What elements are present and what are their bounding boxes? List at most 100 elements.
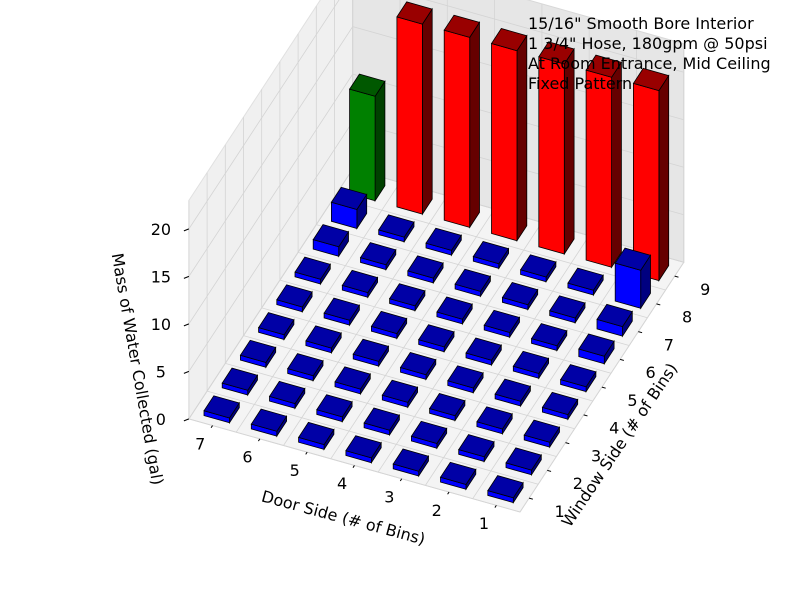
- bar: [447, 365, 484, 395]
- bar-top-face: [268, 380, 306, 405]
- bar-top-face: [443, 14, 481, 38]
- y-tick-label: 3: [591, 446, 601, 465]
- bar: [578, 333, 615, 366]
- bar: [341, 269, 379, 299]
- bar: [323, 297, 361, 327]
- bar: [530, 323, 568, 352]
- bar-front-face: [614, 262, 642, 309]
- x-tick: [210, 425, 213, 429]
- z-tick-label: 20: [151, 220, 171, 239]
- bar: [512, 350, 550, 380]
- bar-top-face: [334, 366, 371, 390]
- bar-top-face: [447, 365, 484, 389]
- bar-top-face: [472, 241, 510, 265]
- bar: [458, 434, 495, 463]
- bar: [345, 435, 382, 465]
- y-tick-label: 9: [700, 280, 710, 299]
- bar: [483, 309, 521, 339]
- bar: [538, 41, 575, 256]
- bar-top-face: [378, 214, 415, 238]
- bar: [352, 338, 390, 368]
- bar-side-face: [421, 7, 433, 216]
- y-tick-label: 4: [609, 419, 619, 438]
- bar: [250, 408, 288, 438]
- y-tick: [619, 358, 625, 361]
- bar: [221, 367, 259, 397]
- bar-top-face: [297, 421, 335, 446]
- bar-top-face: [490, 28, 528, 52]
- grid-line: [334, 196, 666, 291]
- bar-top-face: [396, 1, 433, 25]
- bar-top-face: [359, 242, 397, 266]
- bar-top-face: [541, 391, 579, 416]
- bar: [239, 339, 277, 369]
- bar: [476, 406, 513, 436]
- grid-line: [188, 0, 684, 230]
- bar-front-face: [585, 69, 612, 268]
- bar: [465, 337, 502, 367]
- bar: [585, 54, 623, 269]
- bar-front-face: [349, 88, 376, 202]
- bar: [523, 419, 561, 449]
- bar: [359, 242, 397, 271]
- bar: [363, 407, 401, 437]
- bar-top-face: [505, 447, 542, 471]
- y-tick-label: 8: [682, 308, 692, 327]
- bar: [494, 378, 532, 408]
- bar-top-face: [483, 309, 521, 333]
- bar: [490, 28, 528, 243]
- bar: [428, 393, 466, 422]
- bar: [370, 310, 408, 340]
- bar-top-face: [596, 303, 633, 328]
- bar-top-face: [425, 227, 462, 251]
- bar-top-face: [494, 378, 532, 402]
- bar: [257, 312, 295, 341]
- bar-top-face: [439, 461, 477, 485]
- bar: [425, 227, 462, 257]
- bar-front-face: [443, 29, 471, 228]
- x-axis-label: Door Side (# of Bins): [260, 487, 428, 549]
- y-tick: [547, 469, 552, 472]
- y-tick-label: 1: [555, 502, 565, 521]
- bar: [410, 420, 448, 450]
- x-tick-label: 6: [242, 448, 252, 467]
- grid-line: [225, 363, 557, 457]
- grid-line: [279, 279, 612, 374]
- x-tick-label: 2: [432, 501, 442, 520]
- bar: [418, 324, 455, 354]
- y-tick-label: 7: [664, 335, 674, 354]
- bar-top-face: [632, 67, 670, 92]
- z-tick-label: 15: [151, 267, 171, 286]
- y-tick-label: 2: [573, 474, 583, 493]
- bar: [316, 394, 353, 423]
- bar-top-face: [578, 333, 615, 357]
- bar-front-face: [396, 16, 423, 215]
- bar-top-face: [523, 419, 561, 443]
- z-tick: [183, 370, 190, 374]
- bar-top-face: [221, 367, 259, 391]
- annotation-line-3: At Room Entrance, Mid Ceiling: [528, 54, 771, 73]
- z-tick: [183, 418, 190, 422]
- bar-top-face: [407, 255, 444, 279]
- annotation-line-1: 15/16" Smooth Bore Interior: [528, 14, 754, 33]
- bar: [439, 461, 477, 491]
- bar-top-face: [512, 350, 550, 374]
- z-tick: [183, 228, 190, 232]
- bar: [559, 364, 597, 393]
- bar: [614, 247, 652, 310]
- bar: [312, 224, 350, 258]
- bar-top-face: [436, 296, 473, 320]
- annotation-line-4: Fixed Pattern: [528, 74, 633, 93]
- bar-top-face: [519, 254, 557, 278]
- bar-top-face: [294, 256, 331, 280]
- bar-top-face: [305, 325, 342, 349]
- bar: [632, 67, 670, 282]
- bar: [519, 254, 557, 284]
- bar-top-face: [501, 282, 539, 306]
- bar: [378, 214, 415, 244]
- bar-top-face: [392, 448, 430, 472]
- bar-top-face: [458, 434, 495, 458]
- bar-top-face: [399, 352, 437, 376]
- bar-top-face: [538, 41, 575, 65]
